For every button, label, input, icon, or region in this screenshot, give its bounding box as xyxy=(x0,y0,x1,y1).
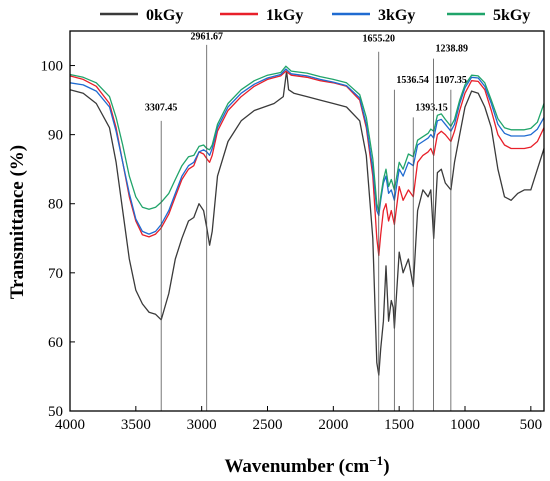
series-line-1kGy xyxy=(69,70,545,257)
legend-label: 5kGy xyxy=(493,7,530,24)
y-tick-label: 80 xyxy=(48,197,63,213)
peak-label: 1393.15 xyxy=(415,102,448,113)
legend-label: 1kGy xyxy=(266,7,303,24)
x-tick-label: 2000 xyxy=(318,417,348,433)
y-tick-label: 70 xyxy=(48,266,63,282)
peak-label: 1536.54 xyxy=(396,75,429,86)
legend-label: 3kGy xyxy=(378,7,415,24)
y-tick-label: 60 xyxy=(48,335,63,351)
y-tick-label: 100 xyxy=(41,59,64,75)
x-tick-label: 4000 xyxy=(55,417,85,433)
x-tick-label: 3500 xyxy=(121,417,151,433)
x-tick-label: 1500 xyxy=(384,417,414,433)
peak-label: 1107.35 xyxy=(435,75,467,86)
peak-label: 2961.67 xyxy=(190,31,223,42)
x-axis-ticks: 4000 3500 3000 2500 2000 1500 1000 500 xyxy=(55,406,542,433)
x-tick-label: 1000 xyxy=(450,417,480,433)
x-tick-label: 3000 xyxy=(187,417,217,433)
plot-frame xyxy=(69,30,545,412)
series-line-3kGy xyxy=(69,68,545,235)
series-layer xyxy=(69,65,545,376)
peak-label: 3307.45 xyxy=(145,102,178,113)
peak-annotations: 3307.45 2961.67 1655.20 1536.54 1393.15 1238.… xyxy=(145,31,468,411)
y-tick-label: 90 xyxy=(48,128,63,144)
y-tick-label: 50 xyxy=(48,404,63,420)
y-axis-ticks: 50 60 70 80 90 100 xyxy=(41,59,75,420)
series-line-0kGy xyxy=(69,70,545,376)
x-tick-label: 500 xyxy=(520,417,543,433)
y-axis-title: Transmittance (%) xyxy=(7,145,28,299)
legend: 0kGy 1kGy 3kGy 5kGy xyxy=(100,7,530,24)
peak-label: 1655.20 xyxy=(362,33,395,44)
x-tick-label: 2500 xyxy=(253,417,283,433)
peak-label: 1238.89 xyxy=(436,44,469,55)
series-line-5kGy xyxy=(69,65,545,213)
x-axis-title: Wavenumber (cm−1) xyxy=(224,453,389,477)
legend-label: 0kGy xyxy=(146,7,183,24)
